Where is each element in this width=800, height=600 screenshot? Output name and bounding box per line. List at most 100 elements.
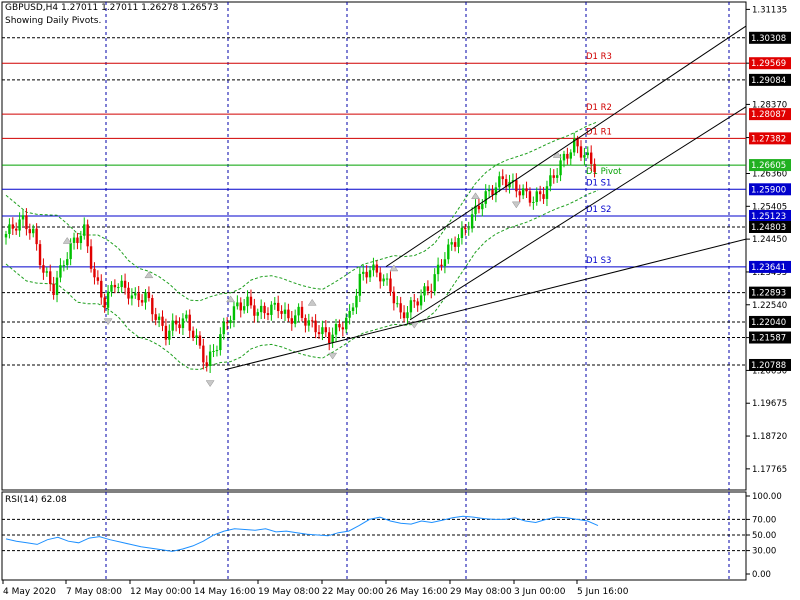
candle-body bbox=[562, 153, 566, 161]
price-tag-bg bbox=[749, 132, 791, 145]
candle-body bbox=[11, 224, 15, 229]
candle-body bbox=[440, 264, 443, 267]
pivot-label: D1 R3 bbox=[586, 52, 612, 62]
price-tag-text: 1.26605 bbox=[751, 161, 786, 171]
candle-body bbox=[62, 265, 66, 267]
pivot-label: D1 S3 bbox=[586, 256, 611, 266]
candle-body bbox=[283, 309, 287, 314]
candle-body bbox=[566, 153, 569, 159]
price-tag-bg bbox=[749, 31, 791, 44]
candle-body bbox=[487, 189, 491, 192]
candle-body bbox=[379, 272, 382, 282]
candle-body bbox=[113, 284, 117, 288]
candle-body bbox=[202, 345, 205, 363]
candle-body bbox=[297, 306, 300, 316]
candle-body bbox=[413, 300, 416, 302]
price-tag-bg bbox=[749, 358, 791, 371]
rsi-scale-label: 30.00 bbox=[752, 547, 776, 557]
candle-body bbox=[338, 324, 341, 328]
candle-body bbox=[457, 237, 460, 247]
price-tag-text: 1.22893 bbox=[751, 289, 786, 299]
candle-body bbox=[134, 293, 137, 296]
price-tag: 1.21587 bbox=[749, 331, 791, 344]
candle-body bbox=[511, 180, 515, 182]
candle-body bbox=[45, 271, 49, 273]
time-axis-label: 22 May 00:00 bbox=[322, 587, 384, 597]
time-axis-label: 7 May 08:00 bbox=[66, 587, 122, 597]
fractal-up-marker bbox=[62, 237, 72, 244]
price-scale-label: 1.20630 bbox=[752, 366, 787, 376]
candle-body bbox=[164, 325, 168, 340]
candle-body bbox=[236, 302, 239, 307]
price-tag: 1.30308 bbox=[749, 31, 791, 44]
candle-body bbox=[106, 291, 110, 308]
price-tag-text: 1.24803 bbox=[751, 223, 786, 233]
price-tag-text: 1.29084 bbox=[751, 76, 786, 86]
price-tag-bg bbox=[749, 286, 791, 299]
candle-body bbox=[28, 229, 32, 234]
indicator-note: Showing Daily Pivots. bbox=[5, 16, 102, 26]
price-tag: 1.27382 bbox=[749, 132, 791, 145]
candle-body bbox=[372, 264, 375, 271]
candle-body bbox=[328, 332, 331, 343]
price-tag: 1.25123 bbox=[749, 209, 791, 222]
candle-body bbox=[389, 278, 392, 292]
time-axis-label: 19 May 08:00 bbox=[258, 587, 320, 597]
candle-body bbox=[382, 278, 385, 282]
candle-body bbox=[76, 237, 79, 244]
candle-body bbox=[443, 259, 447, 267]
candle-body bbox=[110, 284, 113, 292]
time-axis-label: 26 May 16:00 bbox=[386, 587, 448, 597]
price-tag-text: 1.21587 bbox=[751, 334, 786, 344]
candle-body bbox=[225, 322, 229, 324]
candle-body bbox=[130, 295, 134, 299]
candle-body bbox=[572, 138, 576, 153]
candle-body bbox=[117, 287, 120, 289]
price-scale-label: 1.23495 bbox=[752, 268, 787, 278]
candle-body bbox=[89, 246, 93, 269]
trendline-support bbox=[224, 238, 747, 371]
candle-body bbox=[280, 311, 283, 314]
candle-body bbox=[242, 306, 246, 311]
candle-body bbox=[317, 332, 321, 335]
price-tag-bg bbox=[749, 260, 791, 273]
candle-body bbox=[402, 312, 406, 319]
candle-body bbox=[426, 286, 430, 291]
candle-body bbox=[259, 305, 263, 313]
candle-body bbox=[321, 327, 324, 335]
candle-body bbox=[276, 302, 280, 312]
candle-body bbox=[127, 287, 130, 299]
candle-body bbox=[55, 277, 59, 295]
candle-body bbox=[120, 280, 123, 288]
candle-body bbox=[256, 312, 259, 316]
candle-body bbox=[147, 292, 151, 299]
candle-body bbox=[549, 175, 552, 187]
candle-body bbox=[205, 362, 208, 366]
price-tag: 1.29569 bbox=[749, 57, 791, 69]
candle-body bbox=[249, 296, 253, 306]
candle-body bbox=[168, 330, 171, 340]
candle-body bbox=[69, 242, 72, 260]
price-tag-bg bbox=[749, 315, 791, 328]
price-tag-text: 1.23641 bbox=[751, 263, 786, 273]
candle-body bbox=[532, 201, 535, 203]
candle-body bbox=[86, 224, 89, 247]
candle-body bbox=[140, 300, 144, 303]
candle-body bbox=[569, 152, 572, 159]
candle-body bbox=[375, 264, 379, 273]
candle-body bbox=[188, 314, 191, 331]
time-axis-label: 14 May 16:00 bbox=[194, 587, 256, 597]
candle-body bbox=[559, 160, 562, 176]
price-scale-label: 1.25405 bbox=[752, 202, 787, 212]
candle-body bbox=[467, 228, 470, 230]
fractal-up-marker bbox=[471, 192, 480, 200]
candle-body bbox=[484, 191, 487, 204]
candle-body bbox=[351, 307, 355, 311]
candle-body bbox=[21, 215, 25, 220]
candle-body bbox=[504, 179, 508, 188]
candle-body bbox=[32, 228, 35, 234]
candle-body bbox=[419, 295, 423, 306]
price-scale-label: 1.18720 bbox=[752, 432, 787, 442]
candle-body bbox=[25, 215, 28, 230]
